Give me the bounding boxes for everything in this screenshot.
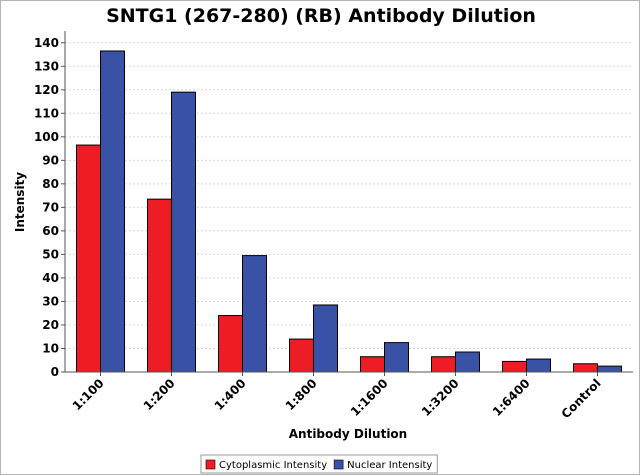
y-tick-label: 20 bbox=[42, 318, 59, 332]
chart-title: SNTG1 (267-280) (RB) Antibody Dilution bbox=[106, 5, 536, 27]
legend-box bbox=[200, 454, 438, 474]
x-tick-label: 1:800 bbox=[283, 376, 320, 413]
y-tick-label: 100 bbox=[34, 130, 59, 144]
bar bbox=[313, 304, 338, 373]
y-tick-label: 130 bbox=[34, 59, 59, 73]
bar bbox=[218, 315, 243, 373]
x-tick-label: 1:400 bbox=[212, 376, 249, 413]
bar bbox=[597, 365, 622, 373]
y-tick-label: 0 bbox=[51, 365, 59, 379]
x-tick-label: Control bbox=[559, 376, 604, 421]
legend-entry: Cytoplasmic Intensity bbox=[219, 460, 327, 471]
y-tick-label: 140 bbox=[34, 36, 59, 50]
y-tick-label: 60 bbox=[42, 224, 59, 238]
y-tick-label: 50 bbox=[42, 247, 59, 261]
bar bbox=[573, 363, 598, 373]
y-tick-label: 110 bbox=[34, 106, 59, 120]
y-ticks: 0 10 20 30 40 50 60 70 80 90 100 110 120 130 140 bbox=[34, 36, 65, 379]
x-tick-label: 1:100 bbox=[70, 376, 107, 413]
bar bbox=[100, 50, 125, 373]
x-axis-label: Antibody Dilution bbox=[289, 427, 407, 441]
grid bbox=[65, 42, 633, 349]
y-axis-label: Intensity bbox=[13, 172, 27, 232]
x-ticks: 1:100 1:200 1:400 1:800 1:1600 1:3200 1:6400 Co… bbox=[70, 372, 604, 421]
bars bbox=[76, 50, 622, 373]
x-tick-label: 1:200 bbox=[141, 376, 178, 413]
y-tick-label: 30 bbox=[42, 294, 59, 308]
y-tick-label: 70 bbox=[42, 200, 59, 214]
bar bbox=[360, 356, 385, 373]
legend-swatch bbox=[333, 459, 344, 470]
y-tick-label: 90 bbox=[42, 153, 59, 167]
bar bbox=[147, 198, 172, 373]
x-tick-label: 1:6400 bbox=[490, 376, 533, 419]
legend-swatch bbox=[205, 459, 216, 470]
bar bbox=[384, 342, 409, 373]
x-tick-label: 1:1600 bbox=[348, 376, 391, 419]
bar bbox=[502, 360, 527, 373]
bar bbox=[242, 255, 267, 373]
axes bbox=[64, 31, 633, 373]
x-tick-label: 1:3200 bbox=[419, 376, 462, 419]
legend: Cytoplasmic Intensity Nuclear Intensity bbox=[200, 454, 438, 474]
bar bbox=[171, 91, 196, 373]
bar bbox=[526, 358, 551, 373]
y-tick-label: 80 bbox=[42, 177, 59, 191]
y-tick-label: 10 bbox=[42, 341, 59, 355]
bar bbox=[431, 356, 456, 373]
y-tick-label: 120 bbox=[34, 83, 59, 97]
legend-entry: Nuclear Intensity bbox=[347, 460, 432, 471]
bar bbox=[289, 338, 314, 373]
bar bbox=[455, 351, 480, 373]
bar bbox=[76, 144, 101, 373]
y-tick-label: 40 bbox=[42, 271, 59, 285]
